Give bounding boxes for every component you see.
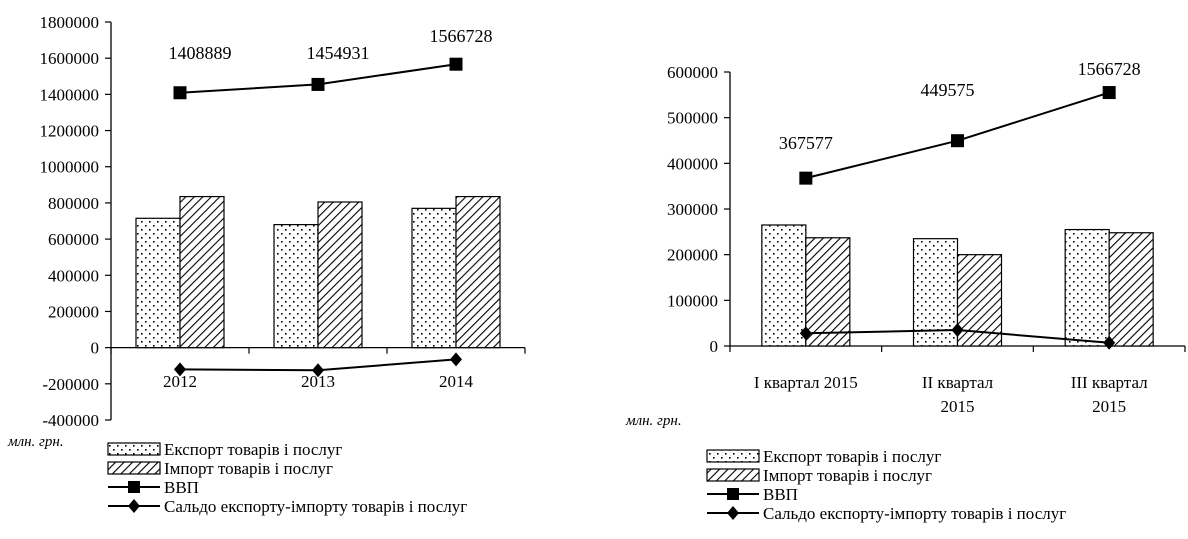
y-tick-label: 1200000 [40, 122, 100, 141]
data-label: 367577 [779, 133, 833, 153]
unit-label: млн. грн. [7, 434, 64, 450]
legend-marker-diamond [128, 499, 140, 513]
y-tick-label: 200000 [667, 246, 718, 265]
y-tick-label: 0 [91, 339, 100, 358]
y-tick-label: 1400000 [40, 85, 100, 104]
data-label: 1566728 [430, 26, 493, 46]
marker-diamond [951, 323, 964, 338]
y-tick-label: 1000000 [40, 158, 100, 177]
data-label: 1454931 [307, 43, 370, 63]
x-tick-label: I квартал 2015 [754, 373, 858, 392]
legend-marker-square [727, 488, 739, 500]
legend-marker-square [128, 481, 140, 493]
chart-1: 1800000 1600000 1400000 1200000 1000000 80000… [7, 13, 526, 516]
marker-square [951, 134, 964, 148]
data-label: 1566728 [1078, 59, 1141, 79]
bar-dots [411, 207, 457, 349]
bar-dots [273, 224, 319, 349]
y-tick-label: -400000 [42, 411, 99, 430]
marker-diamond [312, 363, 324, 378]
marker-square [799, 171, 813, 185]
marker-diamond [1103, 335, 1116, 350]
chart-2: 600000 500000 400000 300000 200000 100000 0 367… [625, 59, 1186, 523]
y-tick-label: 600000 [667, 63, 718, 82]
marker-diamond [174, 362, 186, 377]
legend-label: Сальдо експорту-імпорту товарів і послуг [763, 504, 1066, 523]
marker-square [449, 57, 463, 71]
legend-swatch-hatch [107, 461, 161, 475]
unit-label: млн. грн. [625, 413, 682, 429]
legend-label: ВВП [763, 485, 798, 504]
legend-marker-diamond [727, 506, 739, 520]
legend-swatch-hatch [706, 468, 760, 482]
y-tick-label: 300000 [667, 200, 718, 219]
y-tick-label: 1600000 [40, 49, 100, 68]
legend-label: Експорт товарів і послуг [164, 440, 342, 459]
y-tick-label: -200000 [42, 375, 99, 394]
bar-hatch [1108, 232, 1154, 347]
marker-diamond [799, 326, 812, 341]
bar-hatch [317, 201, 363, 349]
legend-label: Експорт товарів і послуг [763, 447, 941, 466]
bar-hatch [179, 195, 225, 349]
bar-dots [912, 238, 959, 347]
marker-square [1102, 86, 1116, 100]
y-tick-label: 800000 [48, 194, 99, 213]
x-tick-label: III квартал [1071, 373, 1148, 392]
y-tick-label: 600000 [48, 230, 99, 249]
y-tick-label: 400000 [667, 154, 718, 173]
y-tick-label: 500000 [667, 109, 718, 128]
y-tick-label: 100000 [667, 291, 718, 310]
legend-label: ВВП [164, 478, 199, 497]
x-tick-label: 2015 [1092, 397, 1126, 416]
legend-swatch-dots [107, 442, 161, 456]
y-tick-label: 1800000 [40, 13, 100, 32]
x-tick-label: 2014 [439, 372, 474, 391]
bar-dots [761, 224, 807, 347]
marker-square [173, 86, 187, 100]
legend-label: Імпорт товарів і послуг [164, 459, 333, 478]
legend-swatch-dots [706, 449, 760, 463]
legend-label: Сальдо експорту-імпорту товарів і послуг [164, 497, 467, 516]
marker-diamond [450, 352, 462, 367]
x-tick-label: II квартал [922, 373, 994, 392]
bar-hatch [455, 195, 501, 349]
bar-hatch [805, 237, 851, 347]
x-tick-label: 2012 [163, 372, 197, 391]
y-tick-label: 200000 [48, 302, 99, 321]
x-tick-label: 2015 [941, 397, 975, 416]
bar-dots [135, 217, 181, 349]
legend-label: Імпорт товарів і послуг [763, 466, 932, 485]
y-tick-label: 400000 [48, 266, 99, 285]
x-tick-label: 2013 [301, 372, 335, 391]
data-label: 449575 [921, 80, 975, 100]
marker-square [311, 77, 325, 91]
y-tick-label: 0 [710, 337, 719, 356]
data-label: 1408889 [169, 43, 232, 63]
bar-dots [1064, 228, 1110, 347]
